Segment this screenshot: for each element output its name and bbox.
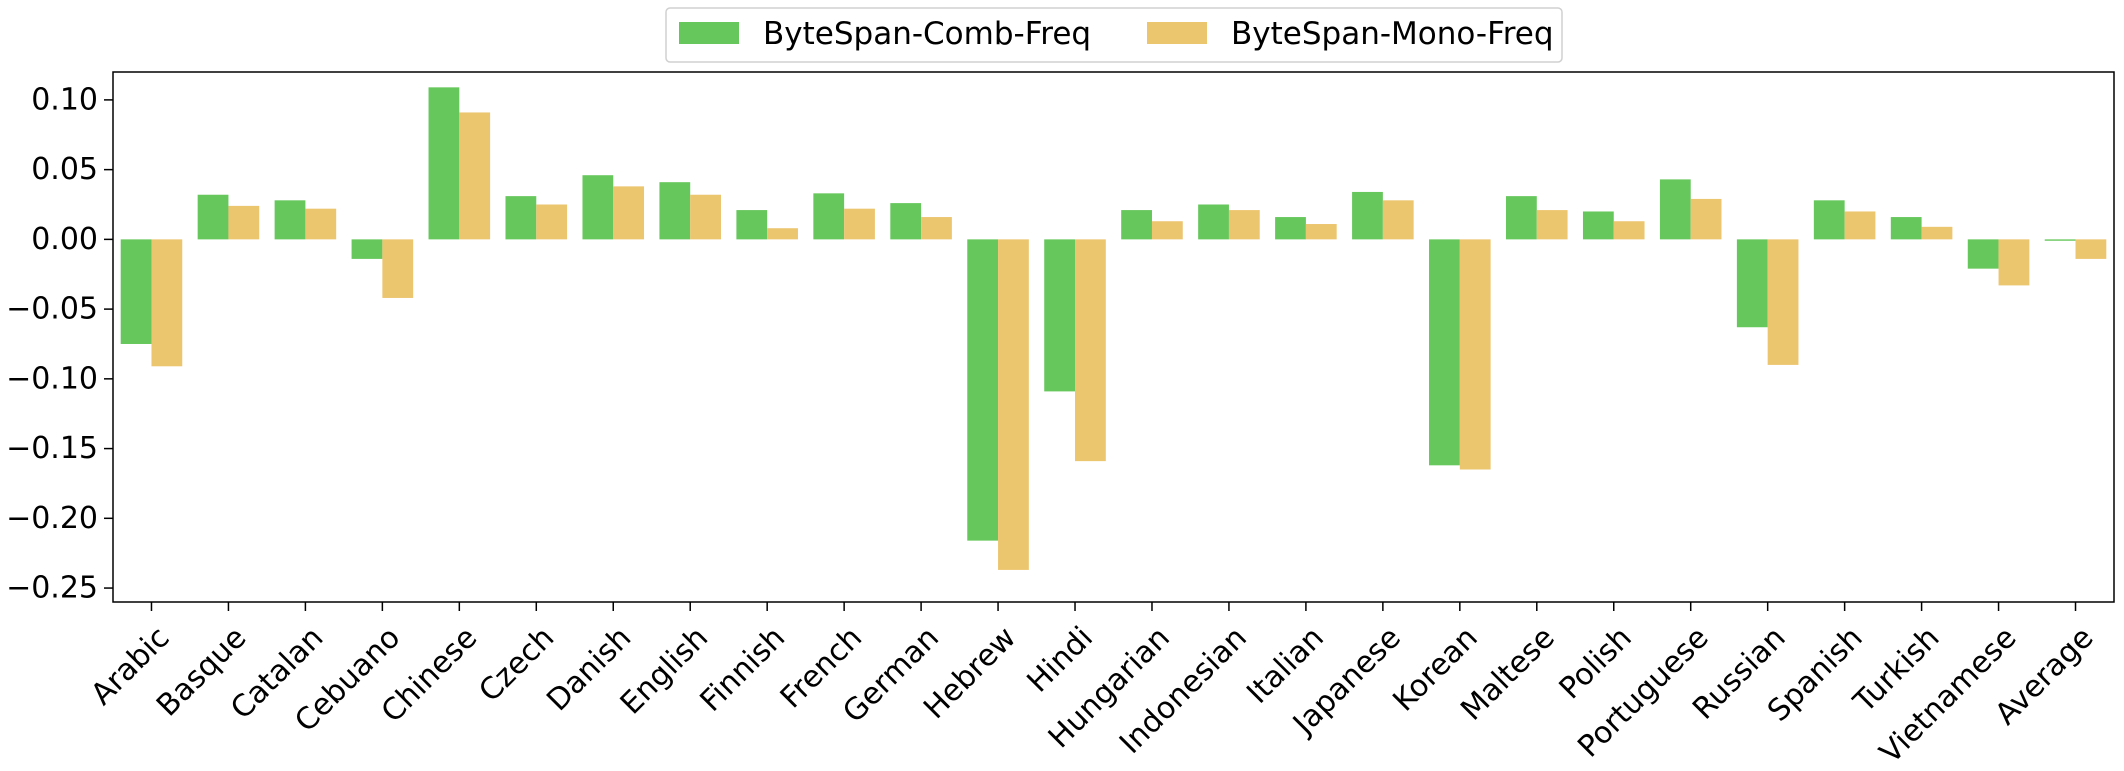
bar-mono-freq-vietnamese (1998, 239, 2030, 286)
bar-comb-freq-finnish (736, 210, 768, 240)
y-axis: −0.25 −0.20 −0.15 −0.10 −0.05 0.00 0.05 0.10 (6, 82, 113, 606)
legend-swatch-mono-freq (1147, 22, 1207, 44)
bar-mono-freq-german (921, 217, 952, 240)
y-tick-label: −0.10 (6, 361, 98, 396)
y-tick-label: 0.05 (31, 152, 98, 187)
bar-mono-freq-turkish (1921, 226, 1953, 240)
y-tick-label: 0.00 (31, 222, 98, 257)
bar-mono-freq-hebrew (998, 239, 1029, 570)
bar-mono-freq-basque (228, 205, 260, 240)
x-tick-label-english: English (614, 620, 715, 721)
y-tick-label: −0.15 (6, 431, 98, 466)
bar-comb-freq-maltese (1506, 196, 1537, 240)
y-tick-label: 0.10 (31, 82, 98, 117)
bar-comb-freq-italian (1275, 217, 1306, 240)
bar-comb-freq-hungarian (1121, 210, 1152, 240)
legend-label-mono-freq: ByteSpan-Mono-Freq (1231, 16, 1554, 52)
bar-comb-freq-cebuano (351, 239, 383, 259)
bar-comb-freq-korean (1429, 239, 1460, 466)
bar-mono-freq-spanish (1844, 211, 1876, 240)
bar-comb-freq-polish (1582, 211, 1614, 240)
bar-mono-freq-finnish (767, 228, 798, 240)
bar-comb-freq-average (2044, 239, 2076, 241)
bar-comb-freq-hindi (1044, 239, 1076, 392)
bar-comb-freq-french (813, 193, 845, 240)
bar-mono-freq-russian (1767, 239, 1799, 365)
plot-frame (112, 71, 2115, 603)
bar-comb-freq-russian (1736, 239, 1768, 328)
bar-mono-freq-maltese (1536, 210, 1568, 240)
bar-comb-freq-english (659, 182, 691, 240)
bar-mono-freq-cebuano (382, 239, 414, 298)
bar-mono-freq-hindi (1075, 239, 1106, 462)
bar-comb-freq-chinese (428, 87, 460, 240)
bar-mono-freq-danish (613, 186, 645, 240)
bar-mono-freq-hungarian (1151, 221, 1183, 240)
bar-comb-freq-japanese (1352, 191, 1383, 240)
legend-swatch-comb-freq (679, 22, 739, 44)
legend-label-comb-freq: ByteSpan-Comb-Freq (763, 16, 1091, 52)
bar-mono-freq-arabic (151, 239, 183, 367)
bar-comb-freq-turkish (1890, 217, 1922, 240)
bar-comb-freq-indonesian (1198, 204, 1229, 240)
bar-comb-freq-hebrew (967, 239, 999, 541)
bar-comb-freq-german (890, 203, 922, 240)
bar-mono-freq-korean (1459, 239, 1491, 470)
bar-comb-freq-catalan (274, 200, 306, 240)
x-tick-label-finnish: Finnish (694, 620, 793, 719)
bar-comb-freq-portuguese (1659, 179, 1691, 240)
bar-mono-freq-czech (536, 204, 568, 240)
bar-mono-freq-indonesian (1228, 210, 1260, 240)
bar-mono-freq-catalan (305, 208, 337, 240)
bar-comb-freq-arabic (120, 239, 152, 344)
y-tick-label: −0.25 (6, 571, 98, 606)
bar-mono-freq-chinese (459, 112, 491, 240)
bar-mono-freq-english (690, 194, 721, 240)
legend: ByteSpan-Comb-Freq ByteSpan-Mono-Freq (665, 7, 1563, 63)
bar-mono-freq-french (844, 208, 875, 240)
bar-comb-freq-basque (197, 194, 229, 240)
bar-comb-freq-vietnamese (1967, 239, 1999, 269)
bar-mono-freq-japanese (1382, 200, 1414, 240)
bar-mono-freq-portuguese (1690, 198, 1722, 240)
bar-mono-freq-average (2075, 239, 2107, 259)
bar-comb-freq-spanish (1813, 200, 1845, 240)
bar-comb-freq-danish (582, 175, 614, 240)
y-tick-label: −0.05 (6, 292, 98, 327)
x-axis: ArabicBasqueCatalanCebuanoChineseCzechDa… (84, 602, 2100, 771)
legend-box (665, 7, 1563, 63)
bar-comb-freq-czech (505, 196, 537, 240)
bar-mono-freq-italian (1305, 224, 1337, 240)
y-tick-label: −0.20 (6, 501, 98, 536)
bars-group (120, 87, 2107, 570)
bar-mono-freq-polish (1613, 221, 1645, 240)
